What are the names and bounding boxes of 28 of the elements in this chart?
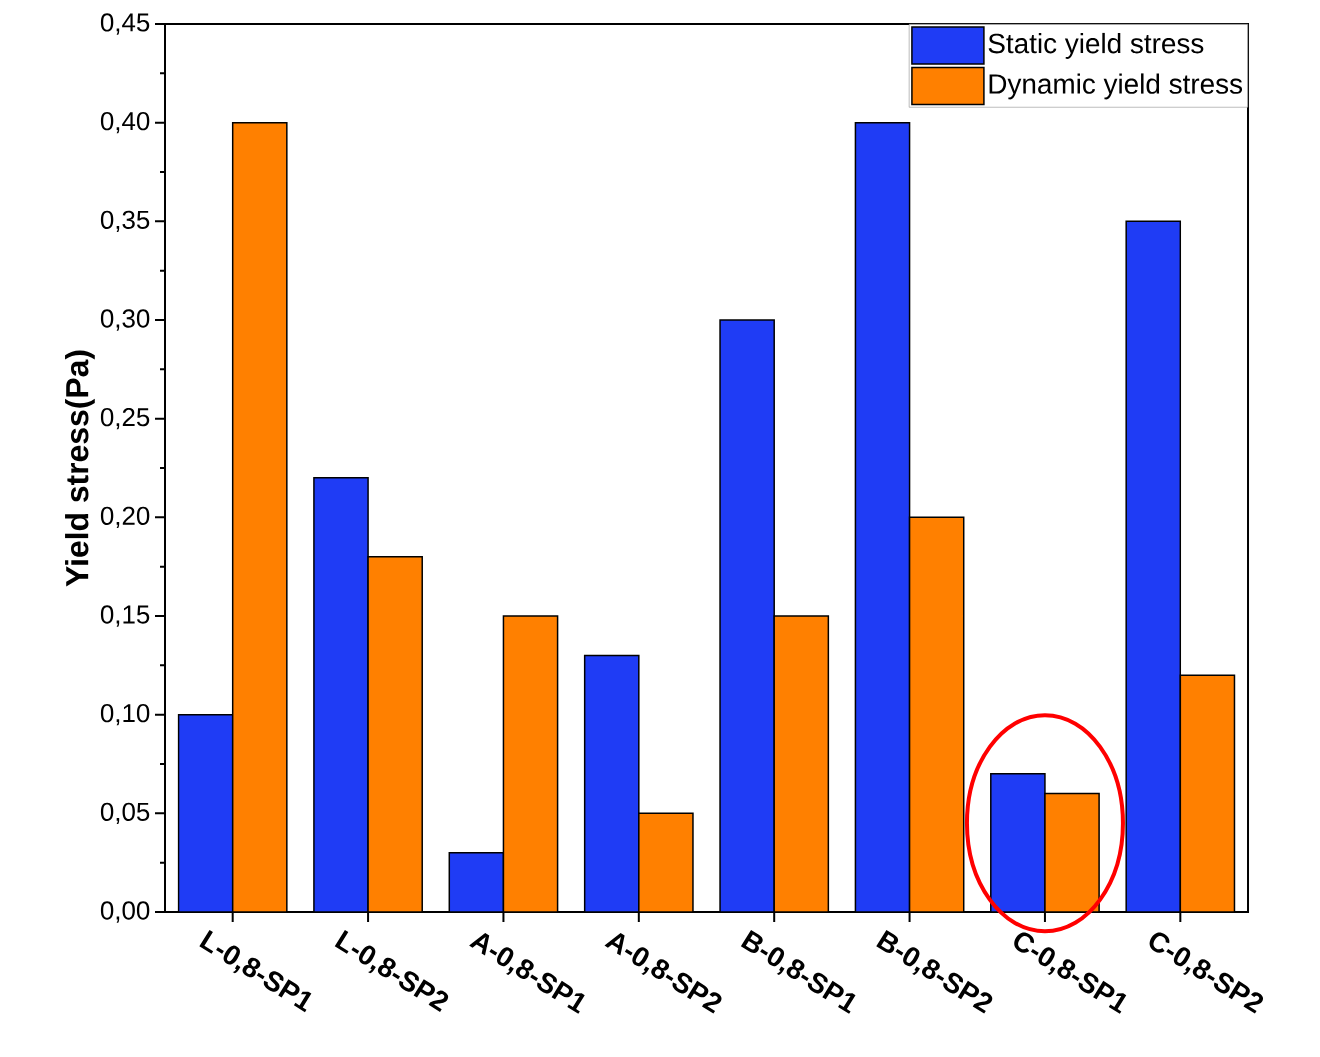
- y-tick-label: 0,40: [100, 111, 150, 134]
- bar: [584, 655, 639, 912]
- bar: [449, 852, 504, 912]
- bar: [1125, 220, 1182, 912]
- bar: [368, 556, 423, 912]
- y-tick-label: 0,30: [100, 309, 150, 331]
- bar: [855, 122, 910, 912]
- y-axis-title: Yield stress(Pa): [65, 350, 95, 587]
- bar: [232, 122, 287, 912]
- bar: [638, 813, 693, 912]
- bar: [1179, 674, 1236, 912]
- bar: [720, 319, 775, 912]
- y-tick-label: 0,00: [100, 901, 150, 923]
- bar: [178, 714, 233, 912]
- y-tick-label: 0,25: [100, 407, 150, 430]
- y-tick-label: 0,05: [100, 802, 150, 825]
- y-tick-label: 0,20: [100, 506, 150, 529]
- bar: [774, 615, 829, 912]
- y-tick-label: 0,10: [100, 703, 150, 726]
- y-tick-label: 0,45: [100, 13, 150, 35]
- legend-label: Dynamic yield stress: [989, 73, 1243, 100]
- bar: [313, 477, 369, 912]
- bar: [1044, 793, 1100, 912]
- legend-label: Static yield stress: [988, 32, 1204, 59]
- y-tick-label: 0,15: [100, 605, 150, 627]
- y-tick-label: 0,35: [100, 210, 150, 233]
- bar: [990, 773, 1045, 912]
- bar: [503, 615, 558, 912]
